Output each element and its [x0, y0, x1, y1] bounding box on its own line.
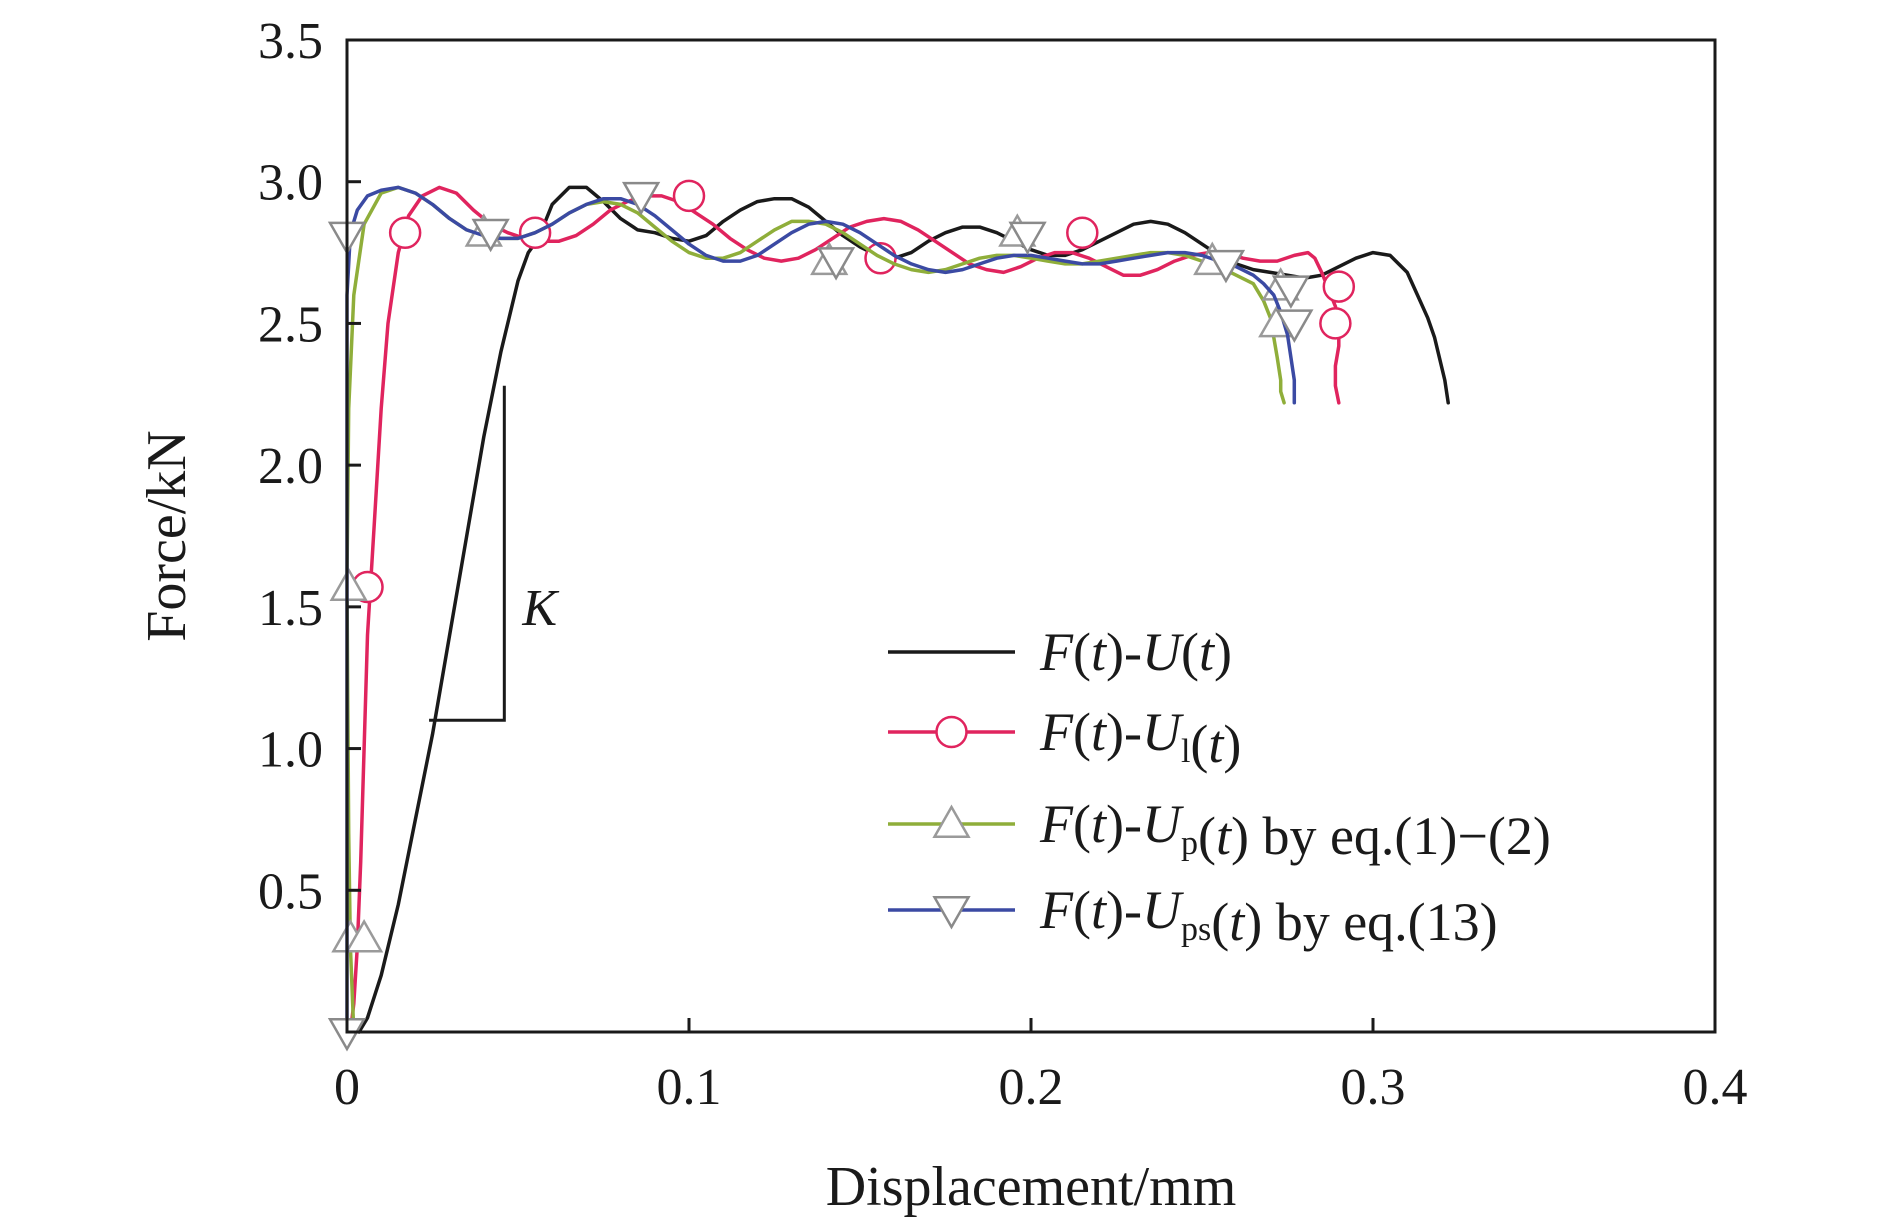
series-layer [327, 179, 1450, 1052]
y-tick-label: 1.0 [258, 722, 323, 779]
legend-marker [935, 715, 968, 749]
x-tick-label: 0 [334, 1059, 360, 1116]
legend-label: F(t)-Ul(t) [1039, 702, 1241, 774]
y-tick-label: 3.5 [258, 13, 323, 70]
series-marker [1275, 309, 1314, 343]
series-marker [672, 179, 706, 213]
y-tick-label: 3.0 [258, 155, 323, 212]
series-marker [1206, 249, 1246, 284]
legend: F(t)-U(t) F(t)-Ul(t) F(t)-Up(t) by eq.(1)−… [888, 622, 1551, 952]
y-tick-label: 0.5 [258, 863, 323, 920]
x-tick-label: 0.4 [1683, 1059, 1748, 1116]
series-marker [1066, 216, 1099, 249]
series-marker [621, 181, 661, 216]
legend-item: F(t)-Ups(t) by eq.(13) [888, 880, 1498, 952]
legend-label: F(t)-U(t) [1039, 622, 1232, 682]
x-tick-label: 0.3 [1341, 1059, 1406, 1116]
y-tick-label: 1.5 [258, 580, 323, 637]
y-tick-label: 2.0 [258, 438, 323, 495]
ticks-layer [345, 38, 1717, 1032]
series-line [345, 185, 1297, 1034]
x-tick-label: 0.1 [657, 1059, 722, 1116]
x-tick-label: 0.2 [999, 1059, 1064, 1116]
y-axis-label: Force/kN [136, 430, 198, 642]
legend-label: F(t)-Up(t) by eq.(1)−(2) [1039, 794, 1551, 866]
annotation-layer: K [429, 385, 559, 722]
series-marker [1319, 307, 1352, 340]
series-marker [1008, 221, 1047, 256]
series-marker [1322, 270, 1356, 303]
legend-marker [932, 896, 971, 930]
legend-label: F(t)-Ups(t) by eq.(13) [1039, 880, 1498, 952]
tick-labels-layer: 0 0.1 0.2 0.3 0.4 0.5 1.0 1.5 2.0 2.5 3.0 3.5 [258, 13, 1748, 1116]
slope-triangle [429, 385, 506, 722]
series-marker [344, 918, 384, 953]
legend-item: F(t)-Up(t) by eq.(1)−(2) [888, 794, 1551, 866]
series-marker [388, 216, 422, 249]
x-axis-label: Displacement/mm [826, 1156, 1237, 1218]
legend-item: F(t)-Ul(t) [888, 702, 1241, 774]
series-4 [327, 181, 1314, 1052]
y-tick-label: 2.5 [258, 296, 323, 353]
plot-area-frame [345, 38, 1717, 1034]
legend-item: F(t)-U(t) [888, 622, 1232, 682]
slope-label-k: K [521, 580, 559, 637]
series-marker [1271, 275, 1311, 309]
series-marker [816, 247, 856, 281]
series-2 [348, 179, 1356, 1034]
series-line [348, 185, 1341, 1034]
series-marker [471, 218, 510, 253]
legend-marker [932, 804, 971, 838]
